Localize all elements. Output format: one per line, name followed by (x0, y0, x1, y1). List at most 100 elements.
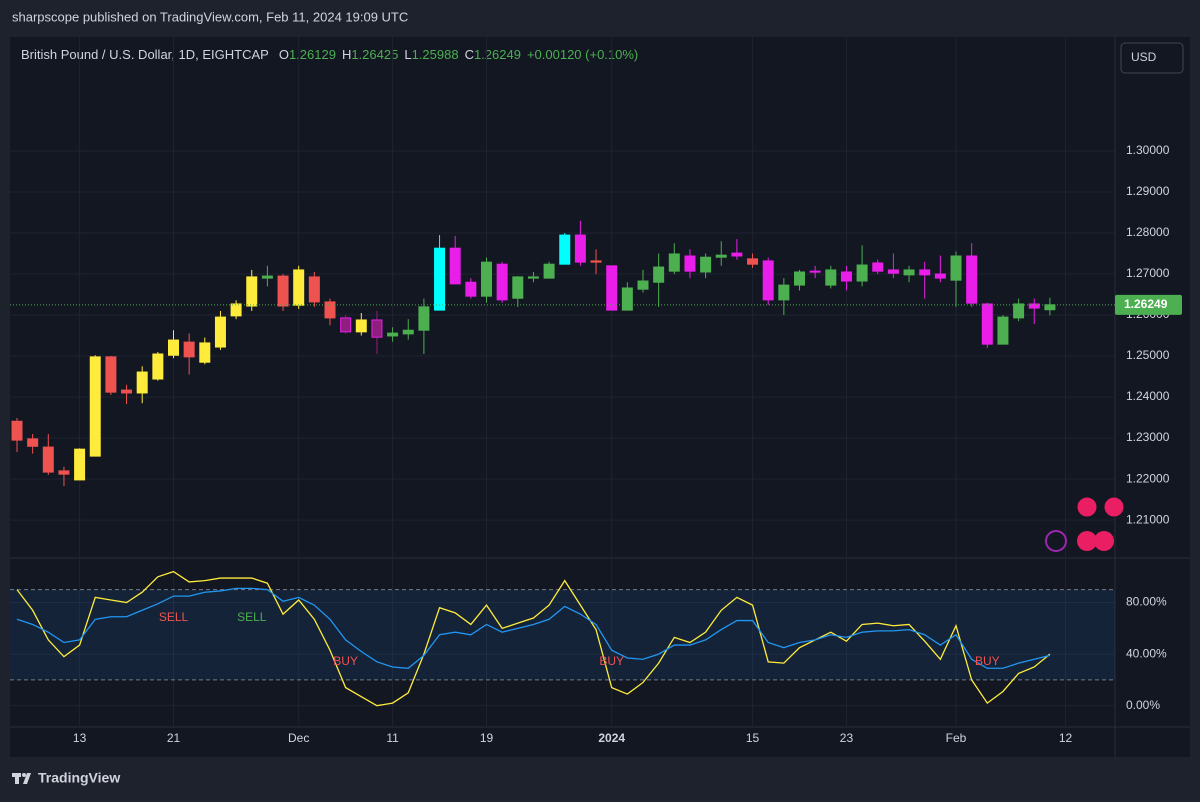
candle-body (168, 339, 179, 356)
candle-body (42, 446, 54, 473)
axis-panel (1115, 37, 1190, 757)
oscillator-line (16, 570, 1051, 707)
candle-body (590, 260, 602, 263)
candle-body (856, 264, 868, 282)
candle-body (152, 353, 164, 380)
candle-body (606, 265, 618, 311)
candle-body (684, 255, 696, 272)
candle-body (89, 356, 101, 457)
legend: British Pound / U.S. Dollar, 1D, EIGHTCA… (21, 47, 638, 62)
candle-body (543, 263, 555, 279)
event-icons (1045, 496, 1125, 552)
last-price-box (1115, 294, 1182, 315)
candle-body (293, 269, 305, 306)
candle-body (387, 332, 399, 337)
candle-body (434, 247, 446, 311)
x-tick-label: Dec (288, 731, 309, 745)
legend-label: L (404, 47, 411, 62)
signal-label: BUY (975, 654, 1000, 668)
candle-body (747, 258, 759, 265)
candle-body (261, 275, 273, 279)
x-tick-label: Feb (946, 731, 967, 745)
candle-body (449, 247, 461, 285)
candle-body (903, 269, 915, 276)
candle-body (277, 275, 289, 307)
candle-body (11, 420, 23, 441)
last-price-label: 1.26249 (1124, 297, 1168, 311)
oscillator-line (16, 587, 1051, 669)
band-fill (10, 589, 1115, 680)
candle-body (840, 271, 852, 282)
x-tick-label: 2024 (598, 731, 625, 745)
candle-body (58, 470, 70, 475)
legend-value: 1.26249 (474, 47, 521, 62)
x-tick-label: 15 (746, 731, 760, 745)
candle-body (966, 255, 978, 304)
candle-body (981, 303, 993, 345)
candle-body (794, 271, 805, 286)
candle-body (465, 281, 477, 297)
x-tick-label: 21 (167, 731, 181, 745)
y-tick-label: 1.25000 (1126, 348, 1170, 362)
candle-body (74, 448, 86, 481)
y-tick-label: 1.24000 (1126, 389, 1170, 403)
x-tick-label: 11 (386, 731, 399, 745)
candle-body (872, 262, 884, 272)
signal-label: BUY (333, 654, 358, 668)
candle-body (653, 266, 665, 283)
candle-body (825, 269, 837, 286)
candle-body (762, 260, 774, 301)
candle-body (778, 284, 790, 301)
legend-change: +0.00120 (+0.10%) (527, 47, 638, 62)
y-tick-label: 80.00% (1126, 595, 1167, 609)
candle-body (1044, 304, 1056, 311)
y-tick-label: 1.30000 (1126, 143, 1170, 157)
candle-body (527, 276, 539, 279)
signal-label: SELL (237, 610, 267, 624)
logo (12, 773, 31, 784)
candle-body (199, 342, 211, 363)
y-tick-label: 1.21000 (1126, 512, 1170, 526)
candle-body (997, 316, 1009, 345)
y-tick-label: 1.29000 (1126, 184, 1170, 198)
y-tick-label: 1.23000 (1126, 430, 1170, 444)
candle-body (1013, 303, 1025, 319)
candle-body (496, 263, 508, 301)
candle-body (668, 253, 680, 272)
y-tick-label: 40.00% (1126, 646, 1167, 660)
candle-body (731, 252, 743, 257)
y-tick-label: 0.00% (1126, 698, 1160, 712)
legend-label: H (342, 47, 351, 62)
candle-body (27, 438, 39, 447)
candle-body (621, 287, 633, 311)
candle-body (246, 276, 258, 307)
symbol-title: British Pound / U.S. Dollar, 1D, EIGHTCA… (21, 47, 269, 62)
currency[interactable]: USD (1131, 50, 1157, 64)
candle-body (934, 273, 946, 279)
x-tick-label: 23 (840, 731, 854, 745)
candle-body (887, 269, 899, 274)
candle-body (418, 306, 430, 331)
currency-button[interactable] (1120, 42, 1184, 74)
candle-body (105, 356, 117, 393)
y-tick-label: 1.22000 (1126, 471, 1170, 485)
legend-value: 1.26425 (351, 47, 398, 62)
candle-body (214, 316, 226, 348)
signal-label: SELL (159, 610, 189, 624)
y-tick-label: 1.28000 (1126, 225, 1170, 239)
candle-body (481, 261, 492, 297)
candle-body (512, 276, 524, 299)
candle-body (183, 341, 195, 358)
candle-body (230, 303, 242, 317)
plot-layer (10, 37, 1115, 727)
publisher: sharpscope published on TradingView.com,… (12, 9, 408, 24)
y-tick-label: 1.27000 (1126, 266, 1170, 280)
candle-body (1028, 303, 1040, 309)
candle-body (637, 280, 649, 290)
legend-value: 1.26129 (289, 47, 336, 62)
candle-body (324, 301, 336, 319)
x-tick-label: 12 (1059, 731, 1073, 745)
candle-body (919, 269, 931, 276)
